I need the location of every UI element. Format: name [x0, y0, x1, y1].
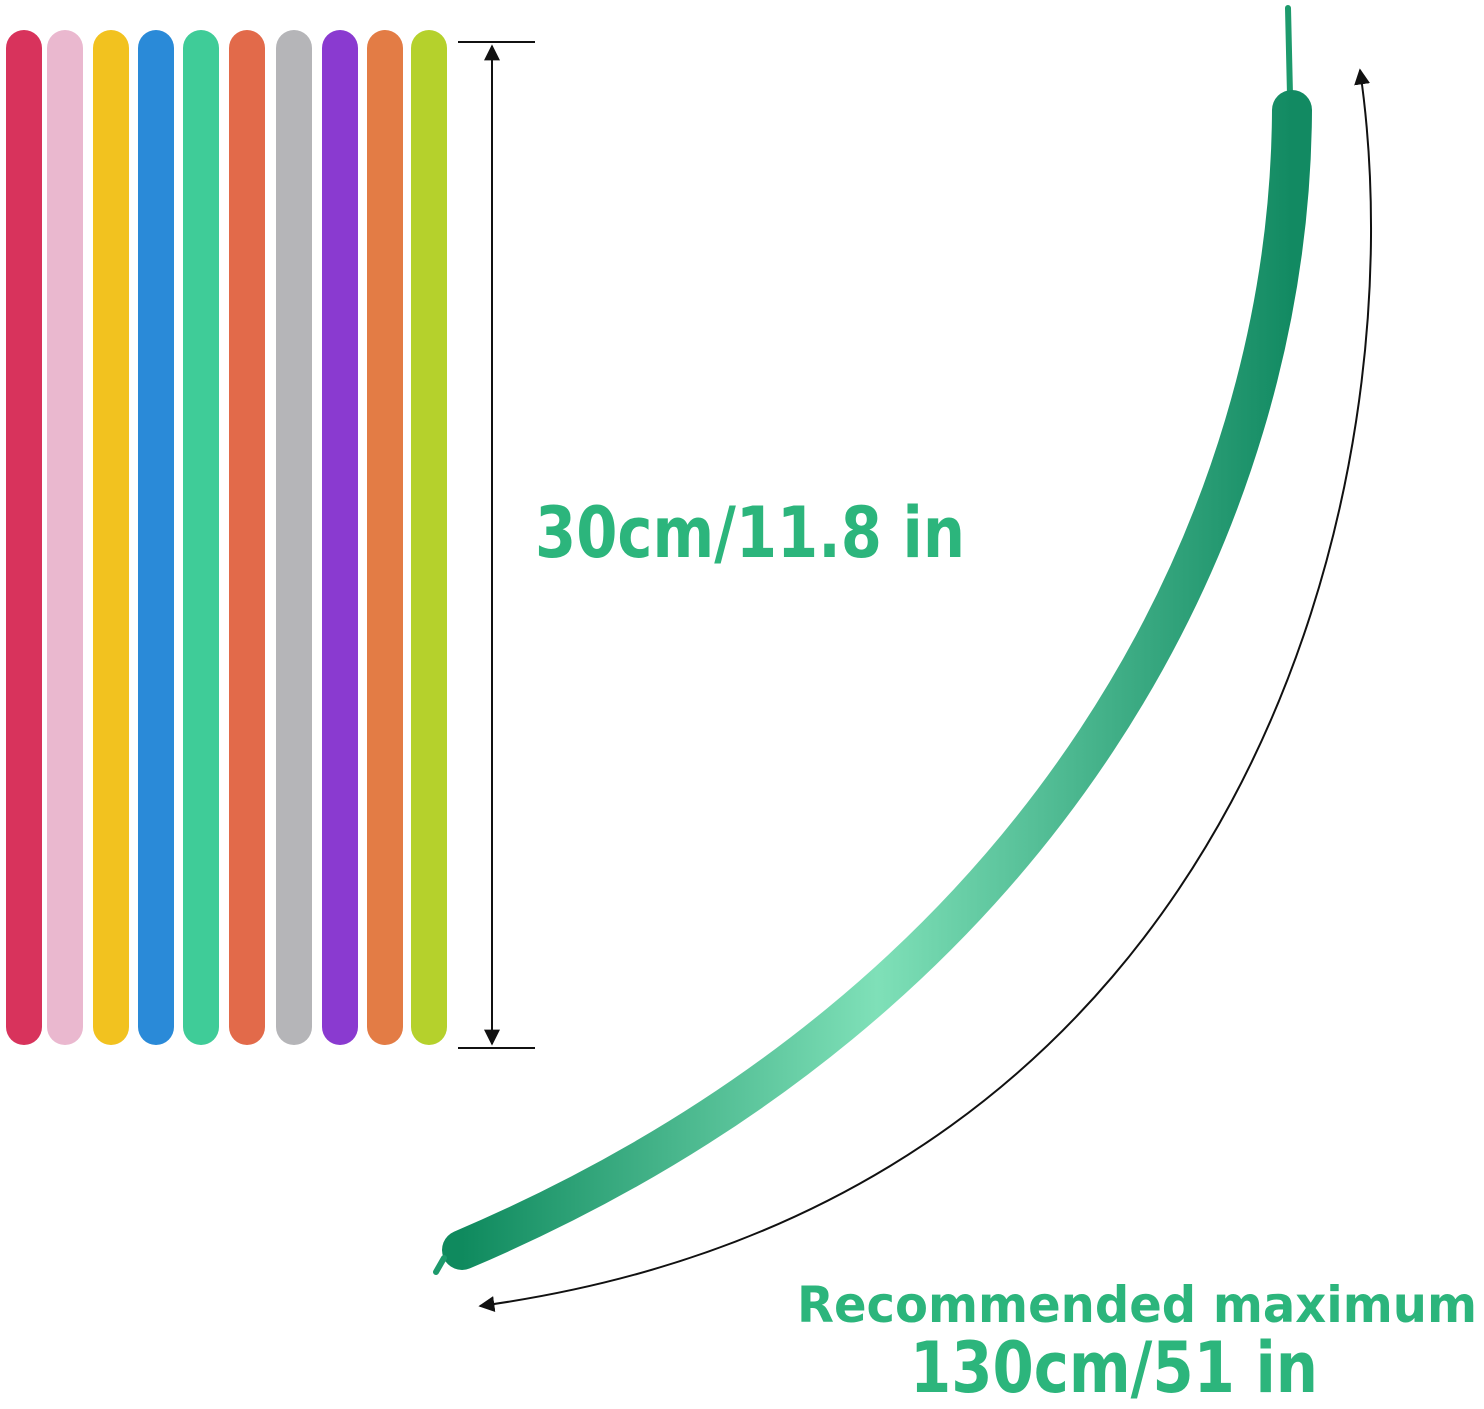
length-arc [478, 68, 1373, 1312]
balloon [322, 30, 358, 1045]
balloon [183, 30, 219, 1045]
balloon-knot [433, 1255, 447, 1275]
balloon [276, 30, 312, 1045]
balloon [411, 30, 447, 1045]
dimension-line [458, 41, 535, 1049]
balloon-set [6, 30, 447, 1045]
inflated-balloon [442, 90, 1312, 1270]
caption: Recommended maximum [797, 1276, 1477, 1334]
balloon [93, 30, 129, 1045]
balloon [6, 30, 42, 1045]
balloon [367, 30, 403, 1045]
balloon-tip [1285, 5, 1293, 98]
balloon [47, 30, 83, 1045]
uninflated-length: 30cm/11.8 in [535, 492, 965, 574]
balloon [138, 30, 174, 1045]
balloon [229, 30, 265, 1045]
inflated-length: 130cm/51 in [910, 1327, 1318, 1409]
